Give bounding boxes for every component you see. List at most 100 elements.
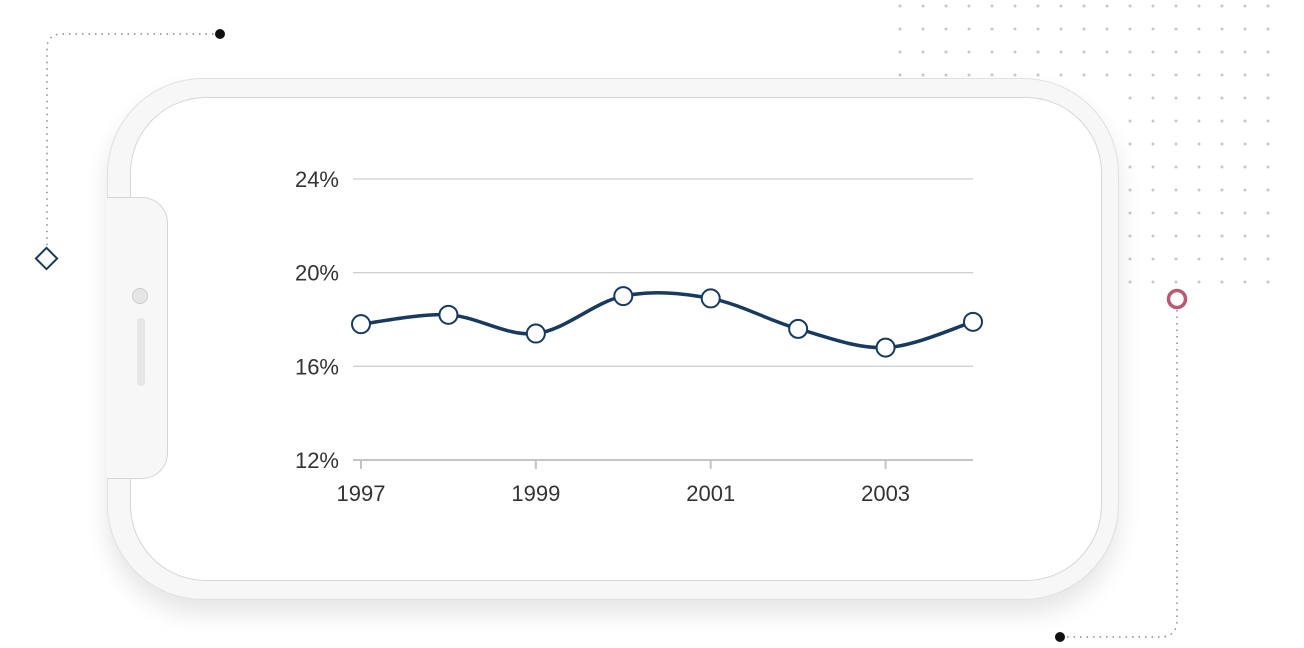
grid-dot — [1059, 73, 1063, 77]
grid-dot — [1128, 280, 1132, 284]
diamond-icon — [34, 246, 59, 271]
connector-end-dot — [215, 29, 225, 39]
grid-dot — [1105, 73, 1109, 77]
data-point[interactable] — [700, 288, 721, 309]
grid-dot — [1266, 234, 1270, 238]
data-point[interactable] — [351, 314, 371, 335]
grid-dot — [1151, 188, 1155, 192]
grid-dot — [1220, 27, 1224, 31]
grid-dot — [1220, 211, 1224, 215]
grid-dot — [1059, 27, 1063, 31]
grid-dot — [1266, 211, 1270, 215]
grid-dot — [1013, 50, 1017, 54]
grid-dot — [1220, 165, 1224, 169]
data-point[interactable] — [963, 311, 983, 332]
grid-dot — [944, 4, 948, 8]
grid-dot — [1151, 234, 1155, 238]
data-point[interactable] — [788, 318, 809, 339]
grid-dot — [944, 50, 948, 54]
grid-dot — [1266, 257, 1270, 261]
grid-dot — [1243, 73, 1247, 77]
grid-dot — [898, 50, 902, 54]
grid-dot — [1197, 188, 1201, 192]
grid-dot — [1243, 165, 1247, 169]
grid-dot — [967, 27, 971, 31]
grid-dot — [967, 73, 971, 77]
grid-dot — [1174, 119, 1178, 123]
data-point[interactable] — [525, 323, 546, 344]
grid-dot — [1174, 50, 1178, 54]
grid-dot — [1266, 73, 1270, 77]
grid-dot — [1082, 4, 1086, 8]
grid-dot — [1151, 142, 1155, 146]
grid-dot — [1151, 50, 1155, 54]
camera-icon — [132, 288, 148, 304]
grid-dot — [1174, 188, 1178, 192]
grid-dot — [1174, 165, 1178, 169]
grid-dot — [898, 27, 902, 31]
grid-dot — [1128, 119, 1132, 123]
grid-dot — [1128, 50, 1132, 54]
grid-dot — [1082, 73, 1086, 77]
grid-dot — [1036, 27, 1040, 31]
grid-dot — [1128, 257, 1132, 261]
grid-dot — [1174, 27, 1178, 31]
grid-dot — [1266, 165, 1270, 169]
grid-dot — [1197, 211, 1201, 215]
dotted-connector-left — [46, 33, 220, 246]
grid-dot — [1266, 50, 1270, 54]
grid-dot — [1036, 73, 1040, 77]
grid-dot — [921, 4, 925, 8]
grid-dot — [1059, 4, 1063, 8]
grid-dot — [1128, 165, 1132, 169]
grid-dot — [1220, 234, 1224, 238]
grid-dot — [1243, 142, 1247, 146]
grid-dot — [898, 4, 902, 8]
y-tick-label: 24% — [295, 167, 339, 192]
grid-dot — [1013, 27, 1017, 31]
grid-dot — [1105, 4, 1109, 8]
grid-dot — [1243, 27, 1247, 31]
connector-end-dot — [1055, 632, 1065, 642]
grid-dot — [1243, 257, 1247, 261]
grid-dot — [1220, 142, 1224, 146]
grid-dot — [1128, 211, 1132, 215]
grid-dot — [1174, 73, 1178, 77]
grid-dot — [1197, 119, 1201, 123]
grid-dot — [1197, 142, 1201, 146]
grid-dot — [1197, 165, 1201, 169]
grid-dot — [1174, 211, 1178, 215]
grid-dot — [990, 50, 994, 54]
x-tick-label: 2003 — [861, 481, 910, 506]
dot-grid-pattern — [898, 4, 1270, 284]
grid-dot — [1243, 96, 1247, 100]
grid-dot — [1243, 211, 1247, 215]
data-point[interactable] — [875, 337, 896, 358]
grid-dot — [1266, 96, 1270, 100]
grid-dot — [1197, 280, 1201, 284]
grid-dot — [898, 73, 902, 77]
speaker-grille — [137, 318, 145, 386]
data-point[interactable] — [438, 304, 459, 325]
grid-dot — [1151, 119, 1155, 123]
grid-dot — [1243, 50, 1247, 54]
grid-dot — [921, 50, 925, 54]
grid-dot — [1174, 257, 1178, 261]
grid-dot — [1220, 96, 1224, 100]
y-tick-label: 12% — [295, 448, 339, 473]
grid-dot — [1266, 119, 1270, 123]
phone-screen — [130, 97, 1102, 581]
grid-dot — [921, 27, 925, 31]
grid-dot — [1266, 27, 1270, 31]
grid-dot — [944, 27, 948, 31]
grid-dot — [921, 73, 925, 77]
grid-dot — [1266, 142, 1270, 146]
grid-dot — [990, 73, 994, 77]
grid-dot — [1128, 96, 1132, 100]
data-point[interactable] — [613, 286, 634, 307]
x-tick-label: 2001 — [686, 481, 735, 506]
grid-dot — [1220, 50, 1224, 54]
grid-dot — [1174, 4, 1178, 8]
grid-dot — [1243, 119, 1247, 123]
